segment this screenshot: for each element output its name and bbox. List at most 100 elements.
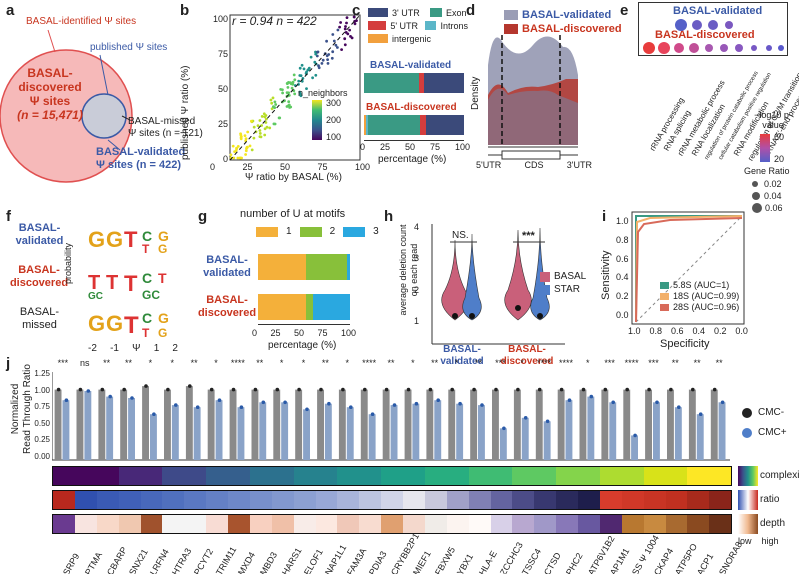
significance-mark: ** — [190, 358, 198, 368]
bar-point — [166, 387, 170, 392]
scatter-point — [281, 91, 284, 95]
bar-point — [122, 387, 126, 392]
scatter-point — [244, 137, 248, 141]
heatmap-cell — [534, 467, 557, 485]
neighbors-legend-title: n_neighbors — [298, 88, 348, 98]
scatter-point — [258, 132, 262, 135]
scatter-point — [289, 105, 293, 109]
scatter-point — [332, 39, 336, 43]
bar-point — [523, 416, 528, 420]
scatter-point — [264, 117, 268, 121]
validated-label: BASAL-validated Ψ sites (n = 422) — [96, 146, 186, 171]
heatmap-cell — [315, 467, 338, 485]
bar-point — [86, 389, 91, 393]
heatmap-cell — [315, 491, 338, 509]
scatter-point — [269, 98, 273, 102]
region-bar-discovered — [364, 115, 464, 135]
bar-cmc-plus — [478, 405, 485, 460]
heatmap-cell — [206, 491, 228, 509]
scatter-point — [248, 144, 252, 148]
scatter-point — [273, 122, 277, 126]
scatter-point — [309, 55, 313, 59]
heatmap-cell — [578, 515, 600, 533]
scatter-point — [244, 153, 247, 156]
bar-cmc-plus — [718, 402, 726, 460]
heatmap-cell — [293, 515, 316, 533]
violin-validated-star — [462, 233, 482, 321]
panel-label-f: f — [6, 208, 11, 225]
bar-cmc-plus — [346, 407, 354, 460]
scatter-point — [298, 66, 302, 70]
heatmap-cell — [490, 467, 513, 485]
heatmap-cell — [534, 515, 557, 533]
bar-cmc-plus — [390, 405, 398, 460]
bar-cmc-plus — [653, 402, 660, 460]
region-row1-label: BASAL-validated — [370, 60, 452, 71]
scatter-point — [291, 82, 295, 86]
scatter-point — [330, 56, 334, 60]
heatmap-cell — [578, 491, 600, 509]
significance-mark: ** — [693, 358, 701, 368]
heatmap-cell — [184, 515, 207, 533]
validated-pointer — [107, 139, 121, 151]
significance-mark: *** — [648, 358, 659, 368]
bar-point — [698, 412, 703, 416]
missed-pointer — [121, 115, 131, 121]
heatmap-cell — [534, 491, 557, 509]
bar-point — [502, 426, 506, 431]
ratio-legend-title: Gene Ratio — [744, 166, 790, 176]
significance-mark: * — [301, 358, 306, 368]
scatter-point — [233, 150, 236, 154]
scatter-point — [331, 33, 335, 36]
svg-text:G: G — [88, 311, 105, 336]
scatter-point — [314, 52, 318, 56]
scatter-point — [279, 88, 283, 91]
heatmap-cell — [643, 515, 666, 533]
scatter-point — [343, 27, 347, 31]
significance-mark: ** — [103, 358, 111, 368]
svg-text:G: G — [158, 310, 169, 326]
missed-label: BASAL-missed Ψ sites (n = 121) — [128, 116, 203, 139]
heatmap-cell — [293, 467, 316, 485]
bar-cmc-plus — [128, 398, 135, 460]
panel-label-a: a — [6, 2, 15, 19]
pvalue-ticks: 60 20 — [774, 132, 785, 164]
gene-label: CKAP4 — [651, 546, 675, 574]
scatter-point — [302, 67, 306, 71]
heatmap-cell — [490, 515, 513, 533]
density-plot — [488, 35, 578, 160]
heatmap-cell — [687, 467, 710, 485]
panel-label-j: j — [6, 355, 11, 372]
scatter-point — [313, 60, 317, 64]
scatter-point — [244, 149, 248, 153]
significance-mark: *** — [495, 358, 506, 368]
heatmap-cell — [468, 515, 491, 533]
roc-ylabel: Sensitivity — [600, 250, 612, 300]
bar-cmc-plus — [412, 403, 420, 460]
svg-text:T: T — [106, 272, 118, 294]
significance-mark: ** — [474, 358, 482, 368]
scatter-point — [297, 79, 301, 83]
svg-text:C: C — [142, 310, 152, 326]
significance-mark: * — [454, 358, 459, 368]
region-xticks: 0 25 50 75 100 — [360, 142, 470, 152]
bar-point — [581, 387, 586, 392]
bar-cmc-plus — [631, 435, 638, 460]
bar-point — [188, 384, 192, 388]
significance-mark: **** — [230, 358, 245, 368]
heatmap-cell — [446, 491, 469, 509]
scatter-chart — [200, 0, 370, 190]
gene-label: MXD4 — [235, 550, 258, 574]
bar-point — [494, 387, 498, 392]
scatter-point — [232, 156, 236, 160]
bar-point — [108, 394, 112, 399]
bar-cmc-minus — [492, 389, 499, 460]
overlap-density — [488, 88, 578, 145]
bar-cmc-minus — [98, 389, 106, 460]
heatmap-cell — [140, 467, 163, 485]
discovered-circle — [0, 49, 133, 183]
published-label: published Ψ sites — [90, 42, 168, 53]
bar-point — [231, 387, 236, 392]
scatter-point — [258, 135, 262, 139]
